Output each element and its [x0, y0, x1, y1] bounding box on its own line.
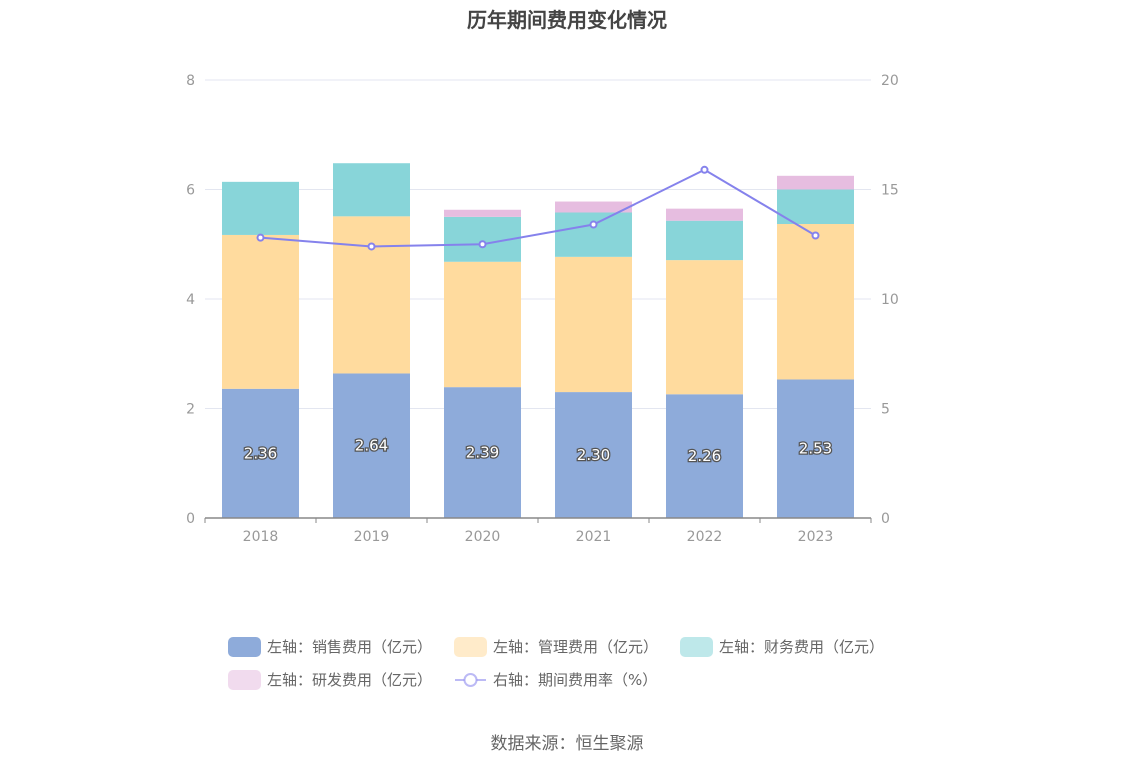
y-left-tick-label: 8 — [186, 73, 195, 89]
legend-item-rnd[interactable]: 左轴：研发费用（亿元） — [228, 669, 432, 690]
rate-point — [478, 240, 487, 249]
y-right-tick-label: 0 — [881, 511, 890, 527]
y-left-tick-label: 0 — [186, 511, 195, 527]
legend-item-finance[interactable]: 左轴：财务费用（亿元） — [680, 636, 884, 657]
legend-label-finance: 左轴：财务费用（亿元） — [719, 638, 885, 656]
legend-line-rate-icon — [455, 672, 487, 687]
source-note: 数据来源：恒生聚源 — [490, 734, 644, 754]
data-label: 2.30 — [577, 446, 610, 464]
x-tick-label: 2022 — [687, 529, 723, 545]
rate-line — [260, 168, 817, 248]
axis-layer: 0 0 2 5 4 10 6 15 8 20 2018 2019 2020 2021 2022 2023 — [186, 73, 899, 545]
rate-point — [589, 220, 598, 229]
bar-layer — [222, 163, 854, 518]
bar-segment — [333, 216, 410, 374]
y-right-tick-label: 20 — [881, 73, 899, 89]
grid-lines — [205, 79, 871, 409]
x-tick-label: 2020 — [465, 529, 501, 545]
bar-segment — [777, 175, 854, 190]
data-label: 2.36 — [244, 444, 277, 462]
rate-point — [700, 165, 709, 174]
bar-segment — [666, 394, 743, 518]
bar-segment — [666, 220, 743, 261]
legend-label-sales: 左轴：销售费用（亿元） — [267, 638, 433, 656]
legend-label-rate: 右轴：期间费用率（%） — [493, 671, 658, 689]
legend-item-rate[interactable]: 右轴：期间费用率（%） — [454, 669, 657, 690]
y-right-tick-label: 15 — [881, 183, 899, 199]
bar-segment — [555, 256, 632, 393]
legend-row-2: 左轴：研发费用（亿元） 右轴：期间费用率（%） — [228, 663, 928, 696]
legend-swatch-rnd-icon — [228, 669, 261, 690]
bar-segment — [222, 388, 299, 518]
legend: 左轴：销售费用（亿元） 左轴：管理费用（亿元） 左轴：财务费用（亿元） 左轴：研… — [228, 630, 928, 696]
bar-segment — [222, 234, 299, 389]
bar-segment — [555, 212, 632, 257]
legend-swatch-admin-icon — [454, 636, 488, 657]
bar-segment — [222, 181, 299, 235]
y-left-tick-label: 2 — [186, 402, 195, 418]
x-tick-label: 2021 — [576, 529, 612, 545]
bar-segment — [333, 163, 410, 217]
bar-segment — [444, 261, 521, 388]
bar-segment — [444, 387, 521, 518]
bar-segment — [555, 392, 632, 518]
chart-title: 历年期间费用变化情况 — [467, 8, 667, 32]
bar-segment — [777, 379, 854, 518]
y-right-tick-label: 10 — [881, 292, 899, 308]
data-label-layer: 2.36 2.64 2.39 2.30 2.26 2.53 — [243, 435, 834, 466]
x-tick-label: 2023 — [798, 529, 834, 545]
data-label: 2.26 — [688, 447, 721, 465]
bar-segment — [777, 189, 854, 224]
legend-label-admin: 左轴：管理费用（亿元） — [493, 638, 659, 656]
bar-segment — [666, 260, 743, 395]
bar-segment — [777, 223, 854, 380]
bar-segment — [555, 201, 632, 213]
y-left-tick-label: 6 — [186, 183, 195, 199]
data-label: 2.39 — [466, 444, 499, 462]
data-label: 2.64 — [355, 437, 388, 455]
data-label: 2.53 — [799, 440, 832, 458]
bar-segment — [666, 208, 743, 221]
bar-segment — [333, 373, 410, 518]
y-right-tick-label: 5 — [881, 402, 890, 418]
x-tick-label: 2018 — [243, 529, 279, 545]
legend-swatch-finance-icon — [680, 636, 714, 657]
legend-label-rnd: 左轴：研发费用（亿元） — [267, 671, 433, 689]
legend-item-sales[interactable]: 左轴：销售费用（亿元） — [228, 636, 432, 657]
legend-row-1: 左轴：销售费用（亿元） 左轴：管理费用（亿元） 左轴：财务费用（亿元） — [228, 630, 928, 663]
rate-point — [256, 233, 265, 242]
y-left-tick-label: 4 — [186, 292, 195, 308]
line-layer — [256, 165, 820, 251]
rate-point — [367, 242, 376, 251]
legend-item-admin[interactable]: 左轴：管理费用（亿元） — [454, 636, 658, 657]
rate-point — [811, 231, 820, 240]
x-tick-label: 2019 — [354, 529, 390, 545]
legend-swatch-sales-icon — [228, 636, 261, 657]
bar-segment — [444, 209, 521, 217]
